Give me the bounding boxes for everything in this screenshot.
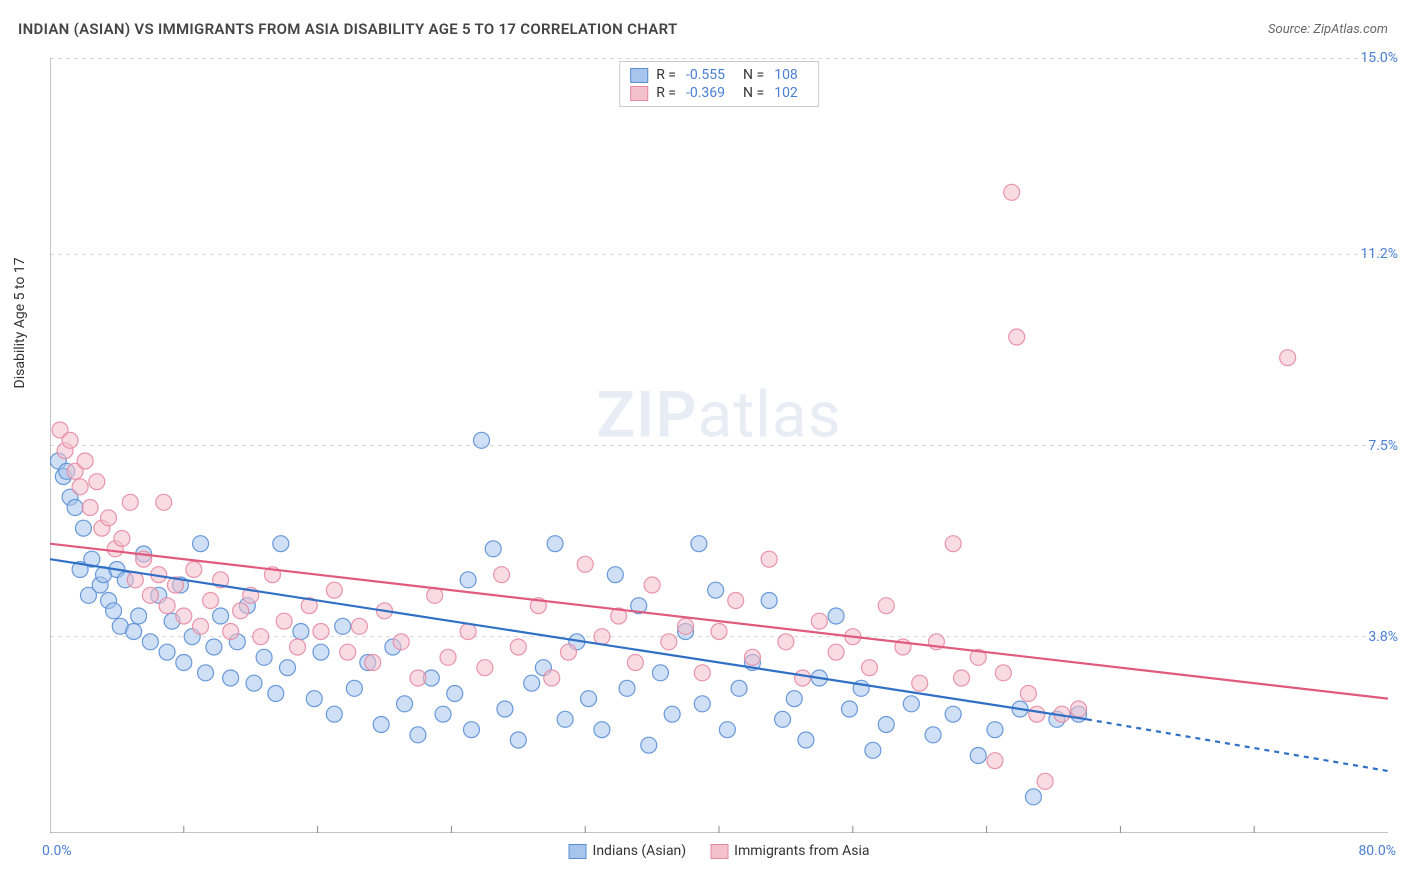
n-value-series2: 102: [774, 85, 798, 101]
chart-title: INDIAN (ASIAN) VS IMMIGRANTS FROM ASIA D…: [18, 20, 677, 38]
r-label: R =: [656, 67, 676, 83]
n-label: N =: [743, 85, 764, 101]
y-tick-label: 3.8%: [1368, 629, 1398, 645]
scatter-plot: [50, 58, 1388, 833]
r-value-series2: -0.369: [686, 85, 725, 101]
y-axis-label: Disability Age 5 to 17: [12, 257, 28, 388]
n-value-series1: 108: [774, 67, 798, 83]
swatch-series1: [630, 68, 648, 83]
y-tick-label: 15.0%: [1360, 50, 1398, 66]
swatch-series1: [569, 844, 587, 859]
y-tick-label: 11.2%: [1360, 246, 1398, 262]
swatch-series2: [710, 844, 728, 859]
bottom-legend: Indians (Asian) Immigrants from Asia: [569, 843, 870, 859]
chart-source: Source: ZipAtlas.com: [1268, 22, 1388, 37]
legend-item-series2: Immigrants from Asia: [710, 843, 869, 859]
corr-row-series1: R = -0.555 N = 108: [630, 66, 808, 84]
x-origin-label: 0.0%: [42, 843, 72, 859]
r-label: R =: [656, 85, 676, 101]
chart-header: INDIAN (ASIAN) VS IMMIGRANTS FROM ASIA D…: [18, 20, 1388, 38]
r-value-series1: -0.555: [686, 67, 725, 83]
legend-label-series1: Indians (Asian): [593, 843, 687, 859]
correlation-legend: R = -0.555 N = 108 R = -0.369 N = 102: [619, 61, 819, 107]
swatch-series2: [630, 86, 648, 101]
corr-row-series2: R = -0.369 N = 102: [630, 84, 808, 102]
legend-label-series2: Immigrants from Asia: [734, 843, 869, 859]
n-label: N =: [743, 67, 764, 83]
chart-area: Disability Age 5 to 17 ZIPatlas R = -0.5…: [50, 58, 1388, 833]
legend-item-series1: Indians (Asian): [569, 843, 687, 859]
y-tick-label: 7.5%: [1368, 438, 1398, 454]
x-max-label: 80.0%: [1358, 843, 1396, 859]
